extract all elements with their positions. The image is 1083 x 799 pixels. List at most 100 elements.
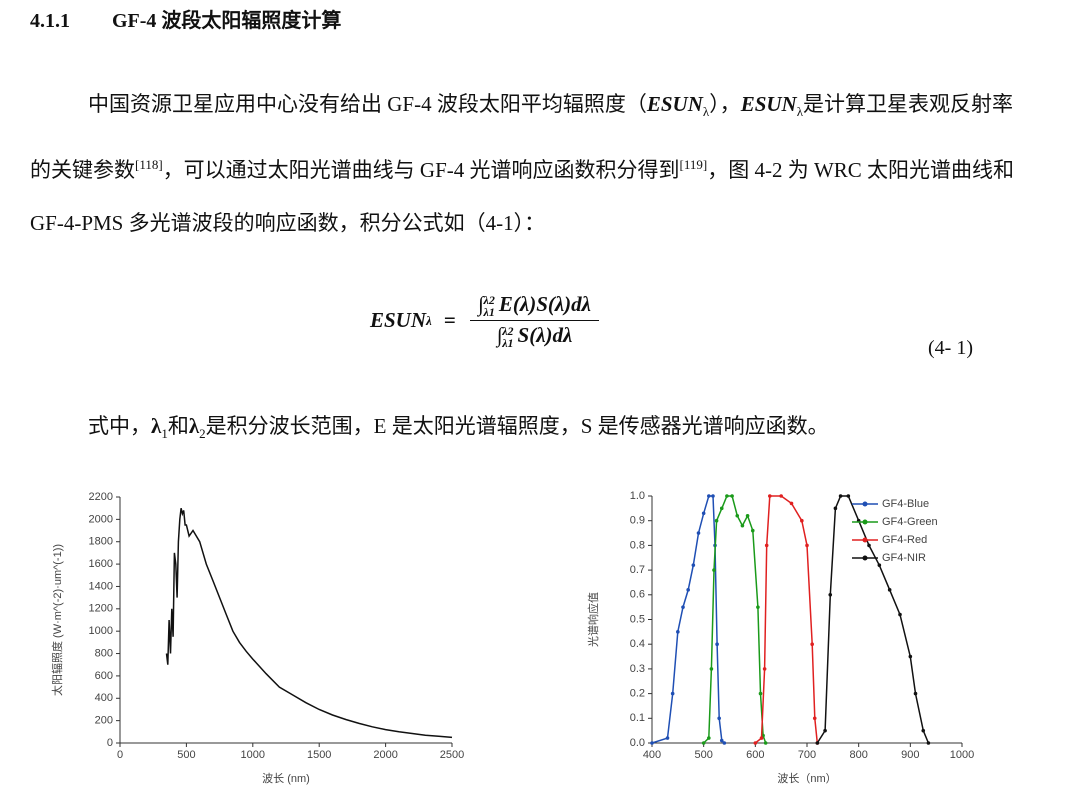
point <box>719 506 724 511</box>
x-tick-label: 400 <box>643 749 661 761</box>
legend-label: GF4-Green <box>882 516 938 528</box>
text-run: λ <box>796 104 804 120</box>
upper-limit: λ2 <box>502 324 514 339</box>
text-run: 是计算卫星表观反射率的关键参数 <box>30 92 1014 183</box>
x-tick-label: 0 <box>117 749 123 761</box>
eq-lhs-sub: λ <box>426 312 432 328</box>
text-run: 和 <box>167 414 189 438</box>
text-run: 式中， <box>88 414 151 438</box>
y-tick-label: 0.4 <box>630 638 645 650</box>
y-tick-label: 0.6 <box>630 589 645 601</box>
text-run: ，图 4-2 为 WRC 太阳光谱曲线和 GF-4-PMS 多光谱波段的响应函数… <box>30 158 1015 236</box>
point <box>719 738 724 743</box>
text-run: ESUN <box>740 92 797 116</box>
point <box>913 691 918 696</box>
point <box>908 654 913 659</box>
point <box>764 543 769 548</box>
lower-limit: λ1 <box>502 336 514 351</box>
upper-limit: λ2 <box>483 293 495 308</box>
y-tick-label: 200 <box>95 715 113 727</box>
point <box>707 736 711 740</box>
point <box>810 642 814 646</box>
legend-marker <box>862 519 868 525</box>
y-tick-label: 1.0 <box>630 490 645 502</box>
point <box>789 501 794 506</box>
text-run: [118] <box>135 157 163 173</box>
x-tick-label: 700 <box>798 749 816 761</box>
point <box>898 612 902 617</box>
y-tick-label: 1000 <box>89 625 113 637</box>
point <box>759 736 764 740</box>
point <box>838 494 843 498</box>
numerator: ∫ λ2 λ1 E(λ)S(λ)dλ <box>469 290 599 322</box>
point <box>670 691 675 696</box>
denominator-text: S(λ)dλ <box>517 323 573 348</box>
point <box>722 741 727 745</box>
y-tick-label: 2000 <box>89 513 113 525</box>
y-axis-label: 光谱响应值 <box>586 592 600 647</box>
text-run: λ <box>188 414 200 438</box>
text-run: 2 <box>199 426 206 442</box>
point <box>768 494 772 498</box>
point <box>696 531 701 535</box>
point <box>730 494 734 498</box>
point <box>709 667 714 671</box>
x-tick-label: 900 <box>901 749 919 761</box>
point <box>701 741 706 745</box>
point <box>740 523 745 528</box>
point <box>887 588 892 592</box>
legend-marker <box>862 555 868 561</box>
x-tick-label: 500 <box>177 749 195 761</box>
point <box>676 630 680 634</box>
point <box>701 511 706 516</box>
text-run: ，可以通过太阳光谱曲线与 GF-4 光谱响应函数积分得到 <box>162 158 680 183</box>
series-line <box>754 495 819 744</box>
eq-equals: = <box>443 308 456 333</box>
point <box>715 642 719 646</box>
point <box>711 494 715 498</box>
numerator-text: E(λ)S(λ)dλ <box>498 292 591 316</box>
y-tick-label: 0.1 <box>630 712 645 724</box>
text-run: ）， <box>709 92 741 116</box>
x-tick-label: 600 <box>746 749 764 761</box>
y-tick-label: 0.5 <box>630 613 645 625</box>
x-axis-label: 波长 (nm) <box>262 772 310 785</box>
x-axis-label: 波长（nm） <box>777 772 836 785</box>
x-tick-label: 1000 <box>950 749 974 761</box>
y-tick-label: 1800 <box>89 536 113 548</box>
point <box>735 513 740 518</box>
point <box>691 563 696 567</box>
point <box>833 506 838 511</box>
y-tick-label: 1600 <box>89 558 113 570</box>
legend-label: GF4-NIR <box>882 552 926 564</box>
eq-lhs: ESUN <box>370 308 427 333</box>
point <box>779 494 783 498</box>
point <box>712 568 716 572</box>
x-tick-label: 1500 <box>307 749 331 761</box>
paragraph: 式中，λ1和λ2是积分波长范围，E 是太阳光谱辐照度，S 是传感器光谱响应函数。 <box>30 400 1030 460</box>
point <box>756 605 760 609</box>
y-tick-label: 600 <box>95 670 113 682</box>
legend-label: GF4-Blue <box>882 498 929 510</box>
text-run: ESUN <box>646 92 703 116</box>
y-tick-label: 1200 <box>89 603 113 615</box>
y-tick-label: 0.9 <box>630 515 645 527</box>
y-tick-label: 0.3 <box>630 663 645 675</box>
y-tick-label: 2200 <box>89 491 113 503</box>
point <box>745 513 750 518</box>
text-run: 1 <box>161 426 168 442</box>
x-tick-label: 500 <box>694 749 712 761</box>
series-line <box>165 508 453 739</box>
series-line <box>703 495 767 744</box>
point <box>714 518 719 523</box>
y-axis-label: 太阳辐照度 (W·m^(-2)·um^(-1)) <box>50 544 64 696</box>
point <box>665 736 670 740</box>
point <box>686 588 690 592</box>
x-tick-label: 2000 <box>373 749 397 761</box>
point <box>800 518 804 523</box>
legend-marker <box>862 537 868 543</box>
y-tick-label: 0 <box>107 737 113 749</box>
legend-marker <box>862 501 868 507</box>
point <box>828 593 833 597</box>
point <box>926 741 931 745</box>
